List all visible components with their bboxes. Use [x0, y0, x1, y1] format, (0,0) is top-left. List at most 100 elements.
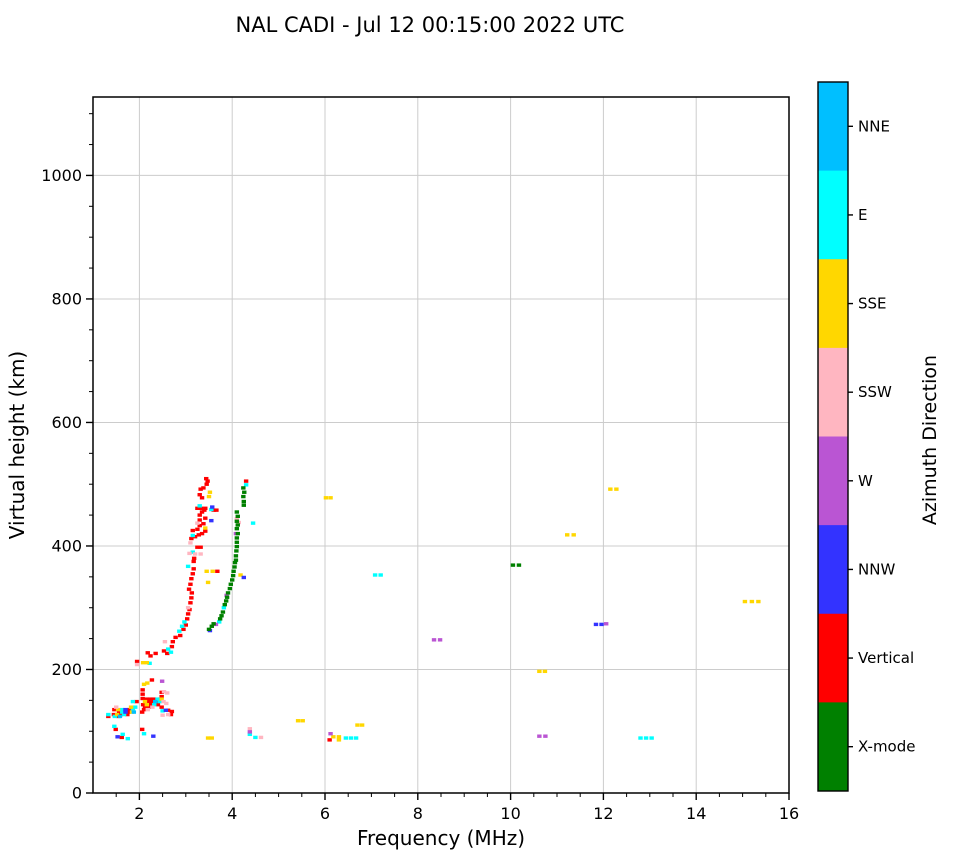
colorbar-tick-label: NNW — [858, 560, 895, 578]
data-point-e — [372, 573, 378, 577]
data-point-sse — [323, 496, 329, 500]
data-point-vertical — [145, 651, 150, 655]
data-point-vertical — [195, 527, 200, 531]
data-point-sse — [205, 580, 211, 585]
data-point-e — [157, 699, 163, 704]
data-point-sse — [210, 569, 215, 573]
data-point-vertical — [113, 727, 118, 732]
data-point-x-mode — [227, 586, 233, 591]
data-point-vertical — [203, 506, 208, 511]
data-point-x-mode — [219, 614, 224, 618]
data-point-vertical — [181, 627, 186, 632]
data-point-vertical — [191, 567, 196, 571]
data-point-vertical — [198, 487, 203, 491]
data-point-vertical — [165, 651, 170, 656]
data-point-e — [643, 736, 649, 740]
data-point-vertical — [173, 635, 178, 640]
data-point-vertical — [178, 633, 183, 638]
data-point-ssw — [160, 713, 165, 717]
data-point-vertical — [148, 654, 153, 658]
data-point-e — [147, 661, 152, 666]
data-point-vertical — [140, 702, 146, 707]
data-point-x-mode — [233, 554, 239, 558]
data-point-vertical — [141, 707, 147, 712]
data-point-ssw — [195, 521, 200, 525]
data-point-e — [343, 736, 349, 740]
data-point-ssw — [165, 691, 170, 695]
data-point-vertical — [186, 587, 192, 591]
colorbar-segment-x-mode — [818, 702, 848, 792]
plot-border — [92, 96, 790, 794]
data-point-x-mode — [234, 540, 240, 544]
data-point-x-mode — [232, 560, 238, 565]
data-point-vertical — [188, 582, 193, 586]
data-point-sse — [328, 496, 333, 500]
colorbar-tick-label: SSW — [858, 383, 892, 401]
data-point-sse — [209, 736, 214, 740]
colorbar-label: Azimuth Direction — [919, 355, 941, 525]
data-point-sse — [614, 487, 619, 491]
data-point-x-mode — [241, 503, 246, 507]
y-tick-label: 400 — [51, 536, 82, 555]
colorbar-layer: NNE E SSE SSW W NNW Vertical X-mode — [817, 81, 915, 792]
data-point-x-mode — [211, 622, 216, 626]
data-point-x-mode — [516, 563, 522, 567]
data-point-x-mode — [234, 549, 239, 553]
data-point-e — [247, 732, 253, 737]
data-point-w — [431, 638, 437, 642]
data-point-vertical — [198, 545, 203, 549]
data-point-x-mode — [241, 486, 246, 490]
data-point-e — [130, 707, 136, 712]
colorbar-segment-w — [818, 436, 848, 526]
data-point-w — [328, 732, 333, 736]
data-point-ssw — [187, 551, 192, 556]
y-tick-label: 800 — [51, 289, 82, 308]
x-tick-label: 6 — [320, 804, 330, 823]
data-point-ssw — [150, 705, 155, 709]
data-point-vertical — [112, 707, 117, 712]
data-point-vertical — [199, 496, 205, 500]
y-tick-label: 200 — [51, 660, 82, 679]
data-point-sse — [295, 719, 301, 723]
data-point-vertical — [161, 649, 167, 653]
data-point-vertical — [243, 479, 249, 483]
axes-layer: 2 4 6 8 10 12 14 16 0 200 400 600 800 1000 — [41, 96, 799, 823]
data-point-w — [537, 734, 542, 738]
data-point-vertical — [150, 699, 155, 704]
colorbar-tick-label: Vertical — [858, 649, 914, 667]
data-point-nnw — [599, 622, 604, 627]
data-point-vertical — [192, 535, 198, 539]
data-point-vertical — [189, 536, 194, 541]
data-point-e — [160, 709, 165, 713]
data-point-vertical — [118, 712, 124, 717]
y-tick-label: 600 — [51, 413, 82, 432]
data-point-e — [133, 705, 138, 709]
colorbar-segment-ssw — [818, 347, 848, 437]
data-point-nnw — [209, 518, 214, 523]
data-point-vertical — [201, 522, 206, 526]
data-point-x-mode — [510, 563, 516, 567]
x-tick-label: 12 — [593, 804, 613, 823]
data-point-sse — [144, 702, 150, 707]
data-point-vertical — [169, 644, 175, 649]
data-point-sse — [206, 494, 212, 499]
data-point-nnw — [163, 708, 169, 712]
data-point-e — [190, 550, 195, 554]
x-tick-label: 2 — [134, 804, 144, 823]
data-point-x-mode — [225, 591, 231, 595]
data-point-x-mode — [235, 514, 240, 519]
x-tick-label: 4 — [227, 804, 237, 823]
data-point-w — [603, 622, 609, 626]
data-point-x-mode — [206, 627, 212, 632]
data-point-vertical — [153, 651, 158, 656]
data-point-vertical — [214, 508, 219, 512]
data-point-sse — [128, 705, 134, 709]
data-point-e — [209, 507, 214, 512]
data-point-vertical — [202, 508, 207, 512]
data-point-vertical — [203, 529, 208, 533]
data-point-vertical — [140, 688, 145, 692]
data-point-e — [155, 697, 160, 701]
data-point-e — [112, 714, 118, 719]
data-point-sse — [140, 660, 146, 665]
data-point-ssw — [164, 701, 169, 706]
